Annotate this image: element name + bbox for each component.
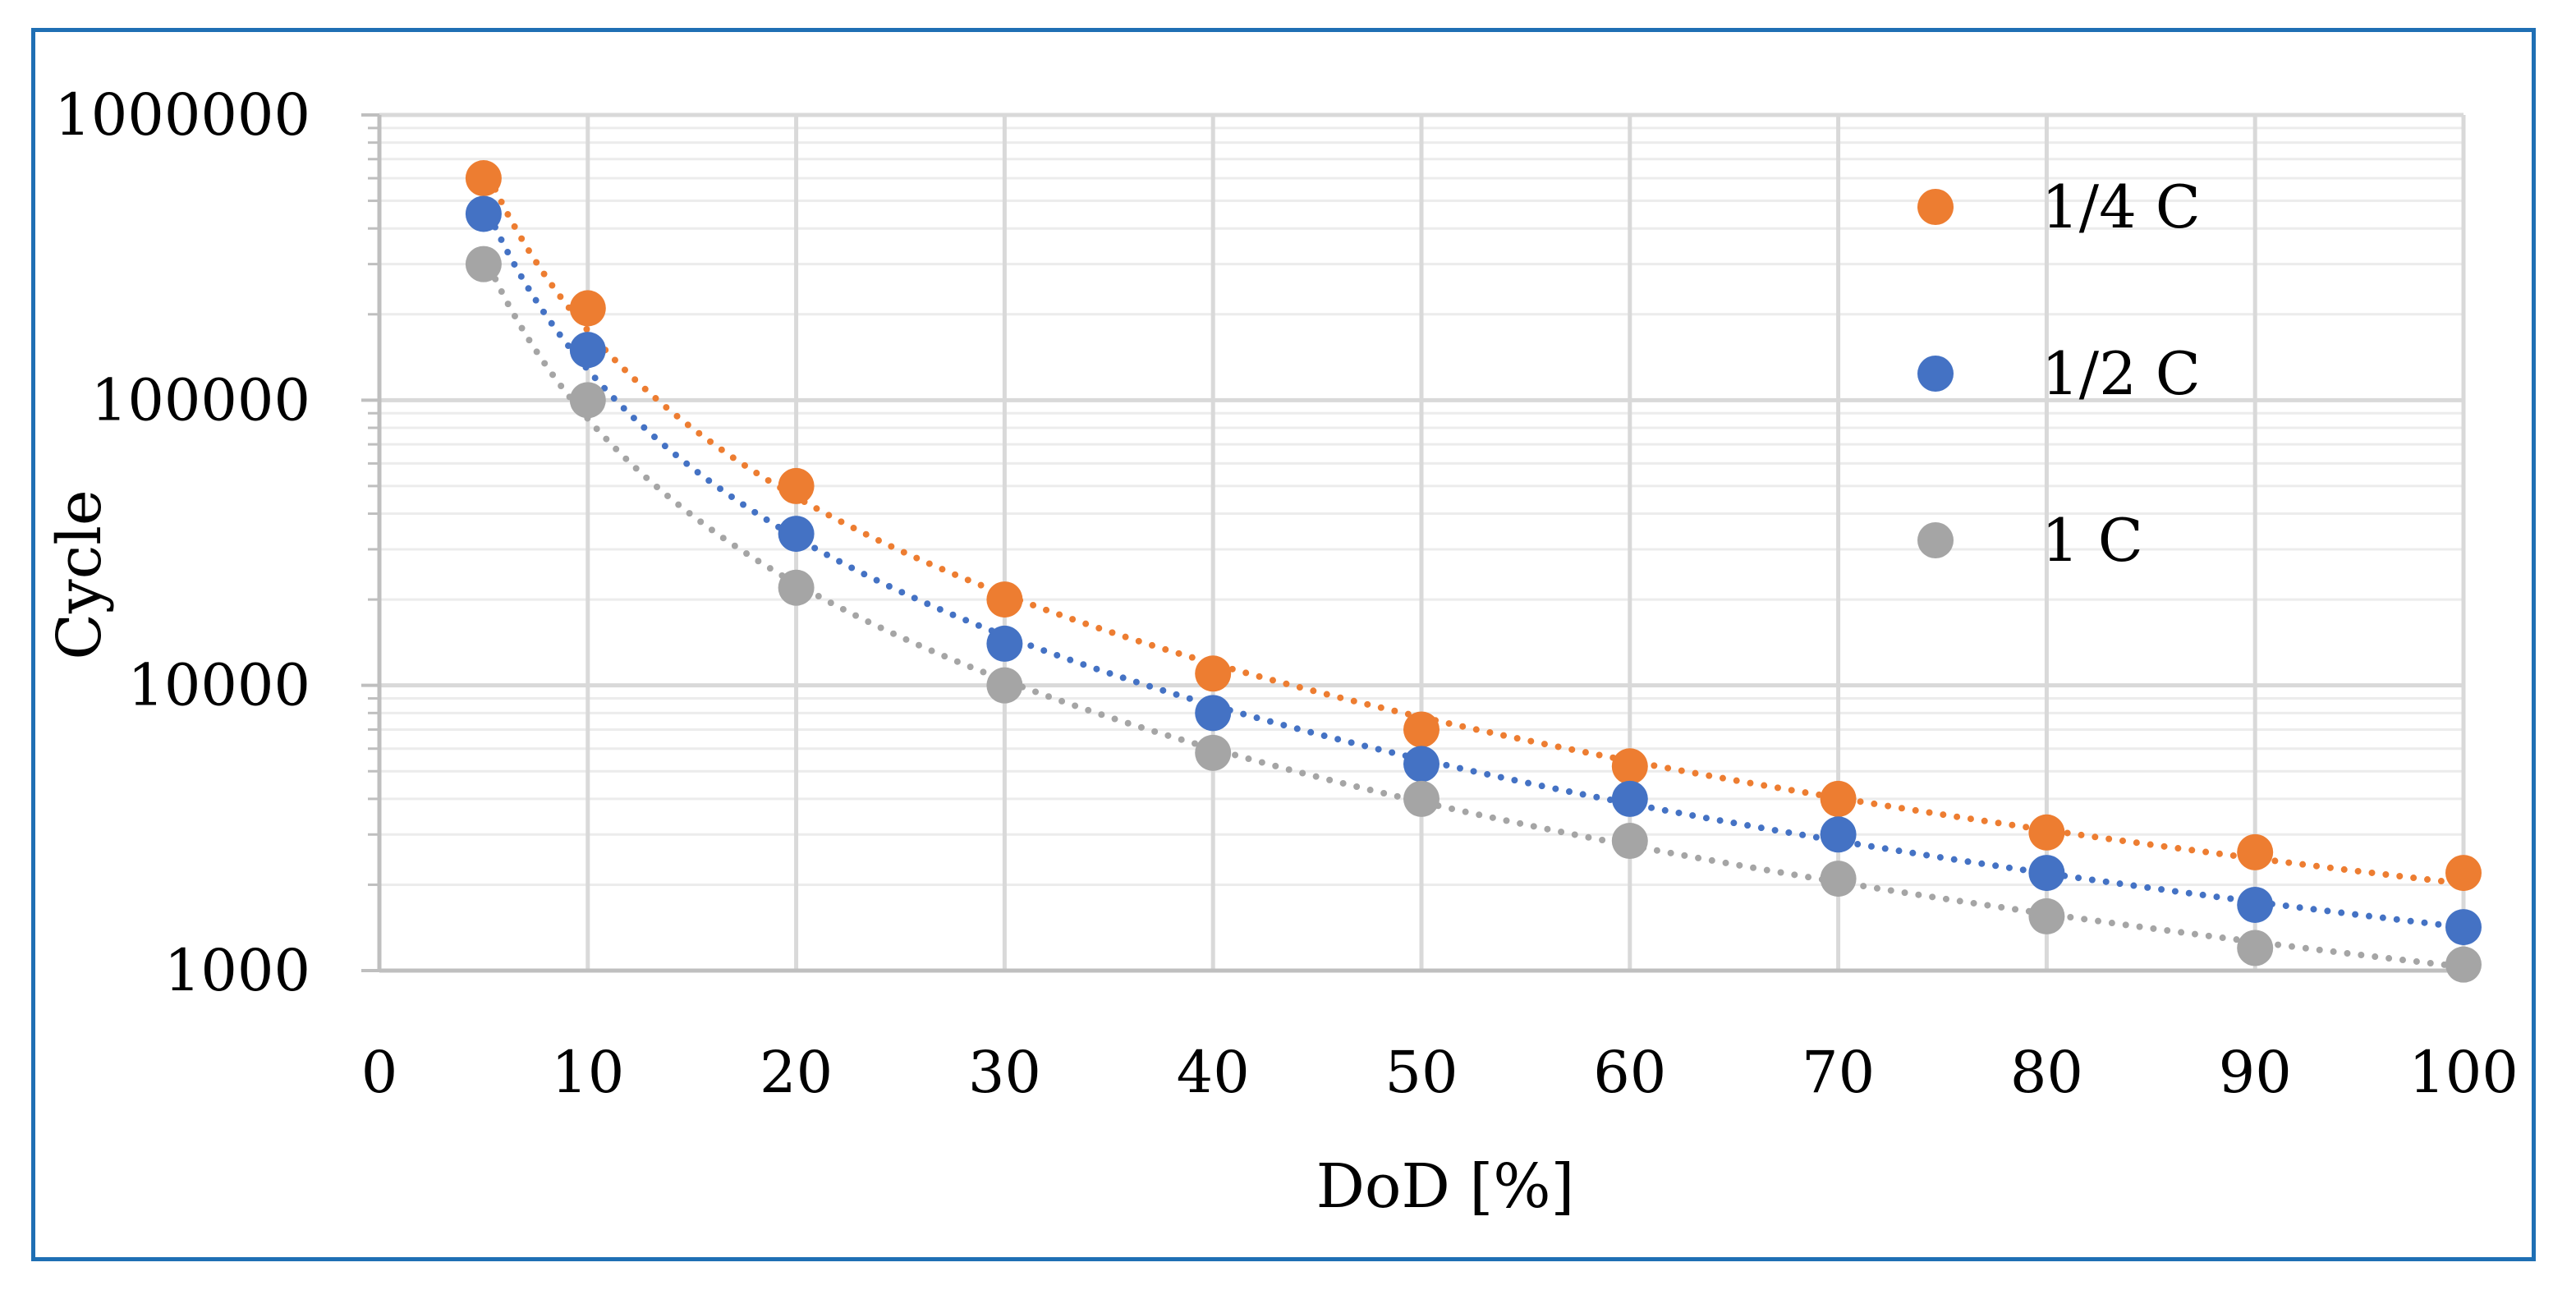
data-point	[1195, 734, 1232, 771]
x-tick-label: 20	[760, 1039, 833, 1106]
legend-marker	[1917, 522, 1954, 558]
data-point	[1611, 780, 1648, 817]
data-point	[2028, 855, 2065, 892]
data-point	[2028, 814, 2065, 851]
y-tick-label: 100000	[91, 366, 310, 434]
x-tick-labels: 0 10 20 30 40 50 60 70 80 90 100	[361, 1039, 2519, 1106]
data-point	[2237, 833, 2274, 870]
data-point	[1403, 711, 1440, 748]
x-tick-label: 60	[1593, 1039, 1666, 1106]
trendline-1-2-C	[480, 198, 2467, 931]
axes	[361, 113, 2464, 973]
x-tick-label: 30	[968, 1039, 1041, 1106]
data-point	[2445, 855, 2482, 892]
y-tick-label: 1000	[164, 937, 310, 1004]
data-point	[465, 160, 502, 197]
x-axis-title: DoD [%]	[1316, 1151, 1575, 1222]
chart-frame	[31, 28, 2536, 1261]
x-tick-label: 70	[1802, 1039, 1875, 1106]
legend-marker	[1917, 189, 1954, 225]
data-points	[465, 160, 2482, 983]
y-tick-labels: 1000 10000 100000 1000000	[54, 81, 310, 1004]
legend-label: 1/2 C	[2041, 339, 2201, 408]
legend-label: 1/4 C	[2041, 172, 2201, 241]
x-tick-label: 10	[551, 1039, 624, 1106]
x-tick-label: 50	[1384, 1039, 1458, 1106]
data-point	[986, 625, 1023, 662]
data-point	[778, 516, 815, 553]
x-tick-label: 0	[361, 1039, 398, 1106]
data-point	[2237, 930, 2274, 966]
data-point	[2445, 946, 2482, 983]
trendlines	[480, 160, 2467, 971]
data-point	[986, 667, 1023, 704]
data-point	[569, 290, 606, 327]
x-tick-label: 40	[1177, 1039, 1250, 1106]
data-point	[1403, 780, 1440, 817]
data-point	[1820, 861, 1857, 897]
y-tick-label: 1000000	[54, 81, 310, 149]
legend-marker	[1917, 356, 1954, 392]
data-point	[1611, 823, 1648, 860]
data-point	[2028, 897, 2065, 934]
data-point	[1820, 816, 1857, 853]
data-point	[2237, 886, 2274, 923]
y-axis-title: Cycle	[44, 489, 115, 659]
legend-label: 1 C	[2041, 506, 2143, 575]
data-point	[1820, 780, 1857, 817]
data-point	[465, 246, 502, 282]
data-point	[986, 581, 1023, 618]
data-point	[2445, 909, 2482, 946]
data-point	[1403, 746, 1440, 783]
x-tick-label: 100	[2408, 1039, 2519, 1106]
data-point	[569, 332, 606, 369]
data-point	[569, 382, 606, 419]
y-tick-label: 10000	[127, 652, 310, 719]
data-point	[465, 195, 502, 232]
data-point	[1195, 695, 1232, 732]
x-tick-label: 80	[2010, 1039, 2083, 1106]
data-point	[778, 569, 815, 606]
data-point	[778, 467, 815, 504]
legend: 1/4 C 1/2 C 1 C	[1917, 172, 2201, 575]
trendline-1-4-C	[480, 160, 2467, 888]
data-point	[1611, 748, 1648, 785]
data-point	[1195, 655, 1232, 692]
x-tick-label: 90	[2219, 1039, 2292, 1106]
